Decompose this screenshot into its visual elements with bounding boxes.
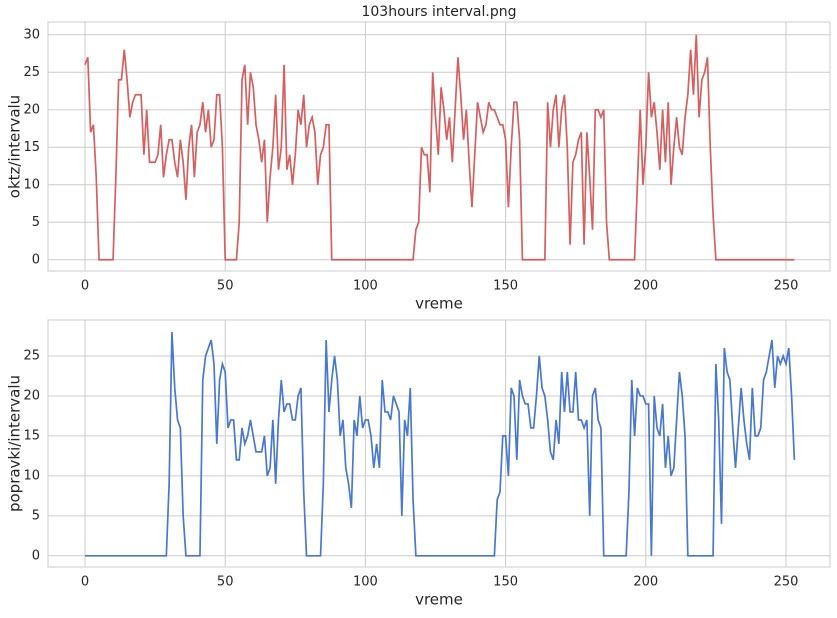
y-tick-label: 5	[32, 215, 40, 230]
x-tick-label: 150	[493, 575, 518, 590]
y-tick-label: 15	[23, 140, 40, 155]
y-tick-label: 5	[32, 508, 40, 523]
chart-title: 103hours interval.png	[361, 4, 516, 20]
y-axis-label: oktz/intervalu	[6, 95, 24, 198]
x-tick-label: 50	[217, 575, 234, 590]
data-line	[84, 34, 795, 261]
plot-frame	[47, 21, 831, 272]
y-tick-label: 10	[23, 177, 40, 192]
x-tick-label: 100	[353, 279, 378, 294]
y-tick-label: 20	[23, 388, 40, 403]
y-tick-label: 0	[32, 252, 40, 267]
y-tick-label: 25	[23, 348, 40, 363]
x-tick-label: 150	[493, 279, 518, 294]
x-tick-label: 200	[633, 575, 658, 590]
y-tick-label: 30	[23, 27, 40, 42]
x-tick-label: 0	[81, 279, 89, 294]
x-tick-label: 250	[774, 575, 799, 590]
data-line	[85, 331, 796, 557]
y-tick-label: 15	[23, 428, 40, 443]
x-tick-label: 200	[633, 279, 658, 294]
x-axis-label: vreme	[415, 295, 463, 313]
y-tick-label: 10	[23, 468, 40, 483]
x-axis-label: vreme	[415, 591, 463, 609]
plot-frame	[47, 319, 831, 568]
x-tick-label: 0	[81, 575, 89, 590]
x-tick-label: 50	[217, 279, 234, 294]
x-tick-label: 100	[353, 575, 378, 590]
x-tick-label: 250	[774, 279, 799, 294]
y-tick-label: 25	[23, 65, 40, 80]
y-tick-label: 0	[32, 548, 40, 563]
y-tick-label: 20	[23, 102, 40, 117]
y-axis-label: popravki/intervalu	[6, 375, 24, 512]
